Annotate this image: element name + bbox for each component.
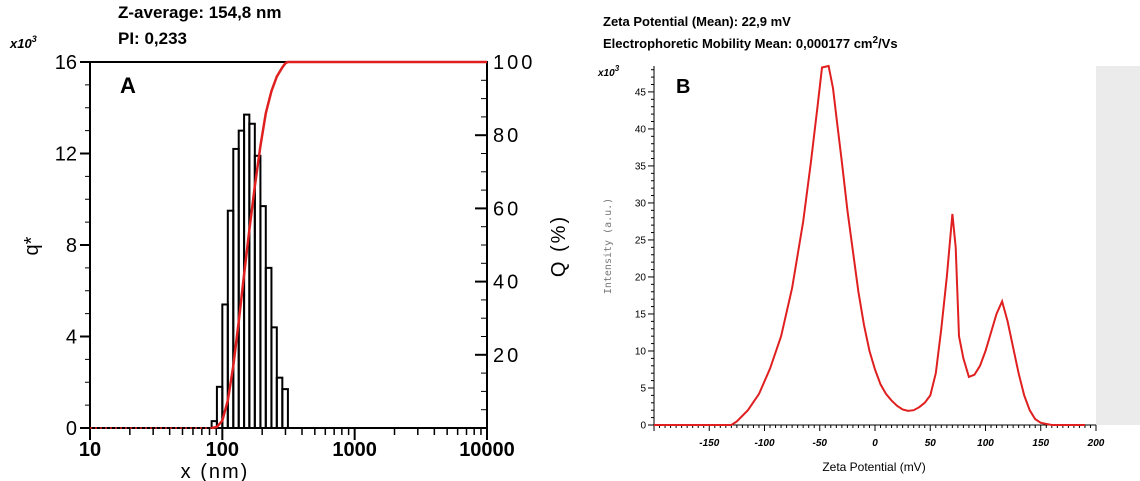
panel-b-x-tick-label: 200	[1087, 438, 1105, 449]
panel-b-x-tick-label: -150	[699, 438, 719, 449]
panel-a-y-axis-label: q*	[21, 236, 43, 255]
panel-b-zeta-curve	[654, 64, 1085, 426]
panel-b-mobility-text: Electrophoretic Mobility Mean: 0,000177 …	[603, 35, 898, 51]
panel-a-x-tick-label: 10	[79, 439, 101, 461]
panel-b-y-tick-label: 0	[640, 421, 646, 432]
panel-b-y-tick-label: 20	[635, 272, 647, 283]
panel-a-y-tick-label: 12	[55, 144, 77, 166]
panel-a-axes: 10 100 1000 10000 0 4 8 12 16 20 40 60 80 100	[55, 52, 535, 461]
panel-a-y2-axis-label: Q (%)	[548, 215, 570, 277]
panel-b-y-axis-label: Intensity (a.u.)	[603, 198, 614, 294]
panel-b-x-tick-label: 100	[977, 438, 994, 449]
panel-b-label: B	[676, 76, 690, 98]
panel-b-x-tick-label: -100	[754, 438, 774, 449]
panel-a-plot-frame	[89, 61, 488, 429]
panel-a-cumulative-curve	[90, 60, 487, 430]
panel-b-y-tick-label: 10	[635, 346, 647, 357]
panel-a-zaverage-text: Z-average: 154,8 nm	[118, 3, 281, 22]
panel-a-y-tick-label: 4	[66, 327, 77, 349]
panel-b-x-tick-label: -50	[813, 438, 828, 449]
panel-a-y2-tick-label: 100	[493, 52, 535, 74]
panel-b-zeta-mean-text: Zeta Potential (Mean): 22,9 mV	[603, 14, 791, 29]
panel-b: Zeta Potential (Mean): 22,9 mV Electroph…	[597, 14, 1140, 474]
panel-a-y-tick-label: 0	[66, 418, 77, 440]
panel-a-x-tick-label: 100	[206, 439, 239, 461]
panel-a-label: A	[120, 73, 136, 98]
panel-a-pi-text: PI: 0,233	[118, 29, 187, 48]
panel-a-x-tick-label: 10000	[459, 439, 515, 461]
panel-a-histogram-bar	[281, 388, 289, 429]
panel-b-x-tick-label: 50	[925, 438, 937, 449]
panel-b-y-tick-label: 5	[640, 383, 646, 394]
panel-b-x-axis-label: Zeta Potential (mV)	[822, 460, 925, 474]
panel-a-histogram	[210, 113, 289, 430]
panel-a-x-tick-label: 1000	[332, 439, 377, 461]
panel-a-y2-tick-label: 60	[493, 198, 521, 220]
panel-b-y-tick-label: 15	[635, 309, 647, 320]
panel-b-zeta-line	[654, 64, 1085, 426]
panel-b-y-tick-label: 35	[635, 161, 647, 172]
panel-a-y2-tick-label: 40	[493, 272, 521, 294]
panel-b-x-tick-label: 150	[1032, 438, 1049, 449]
panel-b-y-tick-label: 25	[635, 235, 647, 246]
panel-b-gray-margin	[1096, 66, 1140, 425]
panel-b-y-tick-label: 40	[635, 124, 647, 135]
panel-a: Z-average: 154,8 nm PI: 0,233 x103 A 10 1…	[9, 3, 570, 481]
panel-b-y-multiplier: x103	[597, 64, 620, 79]
panel-b-y-tick-label: 45	[635, 87, 647, 98]
panel-a-y2-tick-label: 20	[493, 345, 521, 367]
panel-a-y-tick-label: 16	[55, 52, 77, 74]
panel-b-axes: -150 -100 -50 0 50 100 150 200 0 5 10 15 20 25 30 35 40 4…	[635, 66, 1105, 449]
panel-a-y2-tick-label: 80	[493, 125, 521, 147]
panel-b-y-tick-label: 30	[635, 198, 647, 209]
panel-a-y-tick-label: 8	[66, 235, 77, 257]
panel-a-y-multiplier: x103	[9, 34, 37, 51]
panel-b-x-tick-label: 0	[872, 438, 878, 449]
panel-a-x-axis-label: x (nm)	[181, 461, 250, 481]
panel-a-cumulative-line	[211, 60, 487, 430]
